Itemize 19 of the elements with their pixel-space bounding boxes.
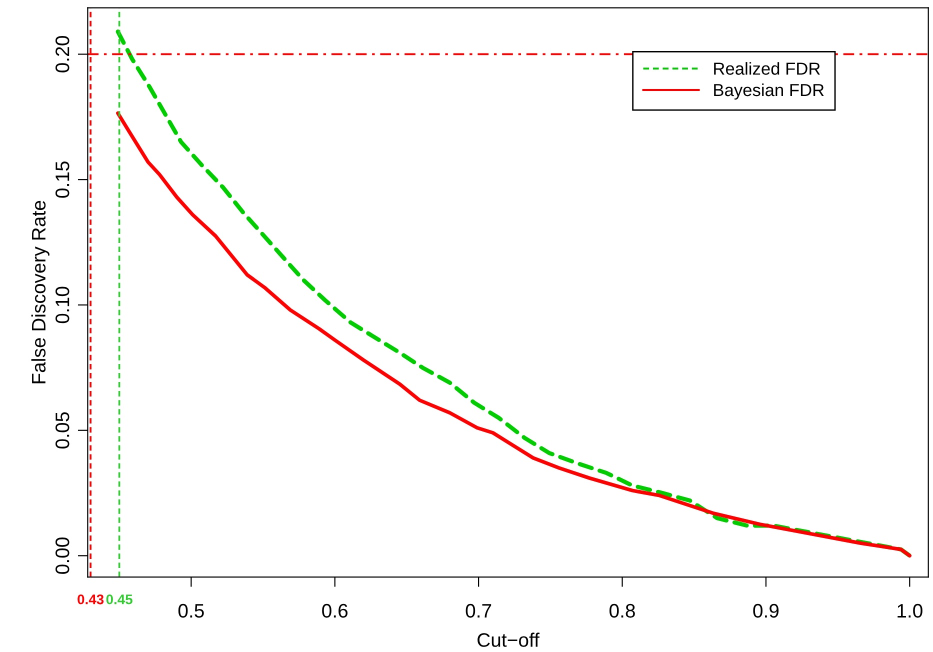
ref-line-label: 0.45	[106, 594, 132, 604]
x-tick-label: 0.7	[466, 604, 492, 618]
x-axis-title: Cut−off	[478, 632, 540, 647]
x-tick-label: 0.8	[610, 604, 635, 618]
line-series	[116, 30, 912, 558]
x-tick-label: 0.6	[322, 604, 348, 618]
x-tick-label: 0.5	[178, 604, 204, 618]
y-tick-label: 0.05	[56, 412, 70, 448]
x-tick-label: 0.9	[753, 604, 779, 618]
y-axis-title: False Discovery Rate	[31, 200, 50, 384]
ref-line-label: 0.43	[78, 594, 104, 604]
legend-label: Bayesian FDR	[714, 83, 824, 100]
y-tick-label: 0.10	[56, 286, 70, 324]
y-tick-label: 0.15	[56, 161, 70, 198]
line-series	[116, 111, 912, 558]
y-tick-label: 0.00	[56, 538, 70, 574]
legend-label: Realized FDR	[714, 62, 820, 75]
x-tick-label: 1.0	[898, 604, 922, 618]
y-tick-label: 0.20	[56, 36, 70, 72]
